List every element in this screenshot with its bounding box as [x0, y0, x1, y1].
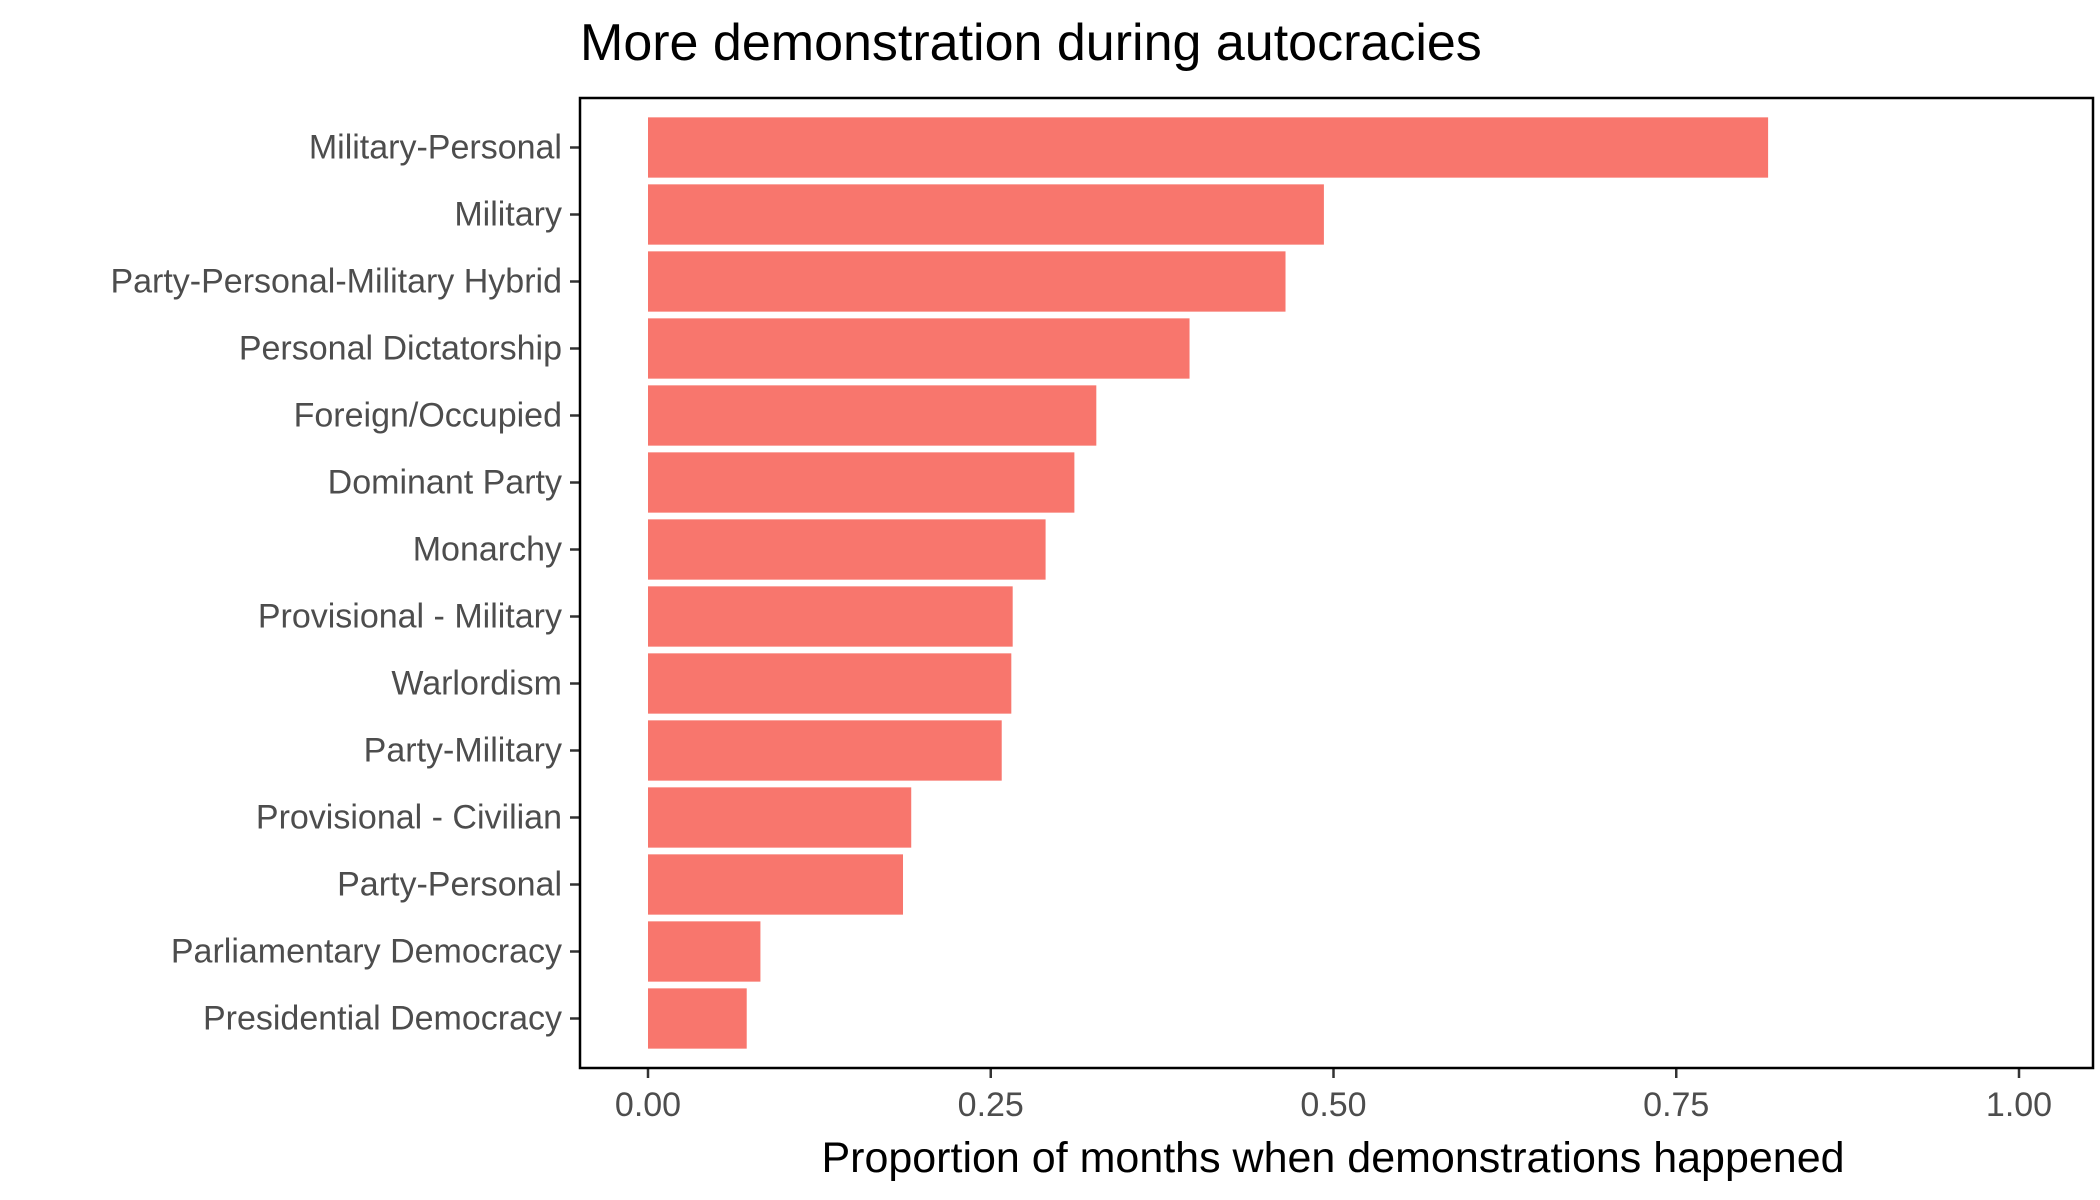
y-tick-label-10: Provisional - Civilian — [256, 799, 562, 837]
bar-10 — [648, 787, 912, 848]
y-tick-label-4: Foreign/Occupied — [294, 397, 562, 435]
y-tick-label-2: Party-Personal-Military Hybrid — [110, 263, 562, 301]
x-axis-ticks: 0.00 0.25 0.50 0.75 1.00 — [615, 1068, 2052, 1124]
x-axis-label: Proportion of months when demonstrations… — [821, 1134, 1844, 1182]
bar-11 — [648, 854, 904, 915]
bar-0 — [648, 117, 1769, 178]
y-axis-ticks: Military-Personal Military Party-Personal-… — [110, 129, 580, 1038]
y-tick-label-5: Dominant Party — [328, 464, 562, 502]
y-tick-label-0: Military-Personal — [309, 129, 562, 167]
bar-8 — [648, 653, 1012, 714]
bar-6 — [648, 519, 1046, 580]
x-tick-label-0: 0.00 — [615, 1086, 681, 1124]
bar-7 — [648, 586, 1013, 647]
plot-panel-border — [578, 96, 2095, 1070]
bar-4 — [648, 385, 1097, 446]
y-tick-label-11: Party-Personal — [337, 866, 562, 904]
y-tick-label-9: Party-Military — [364, 732, 562, 770]
y-tick-label-3: Personal Dictatorship — [239, 330, 562, 368]
y-tick-label-12: Parliamentary Democracy — [171, 933, 562, 971]
y-tick-label-1: Military — [454, 196, 562, 234]
x-tick-label-4: 1.00 — [1986, 1086, 2052, 1124]
bar-5 — [648, 452, 1075, 513]
bar-13 — [648, 988, 747, 1049]
y-tick-label-8: Warlordism — [391, 665, 562, 703]
x-tick-label-3: 0.75 — [1643, 1086, 1709, 1124]
y-tick-label-7: Provisional - Military — [258, 598, 562, 636]
chart-title: More demonstration during autocracies — [580, 14, 1482, 72]
bars — [648, 117, 1769, 1049]
x-tick-label-1: 0.25 — [958, 1086, 1024, 1124]
bar-2 — [648, 251, 1286, 312]
bar-3 — [648, 318, 1190, 379]
y-tick-label-6: Monarchy — [413, 531, 562, 569]
bar-9 — [648, 720, 1002, 781]
bar-1 — [648, 184, 1324, 245]
y-tick-label-13: Presidential Democracy — [203, 1000, 562, 1038]
x-tick-label-2: 0.50 — [1300, 1086, 1366, 1124]
bar-12 — [648, 921, 761, 982]
